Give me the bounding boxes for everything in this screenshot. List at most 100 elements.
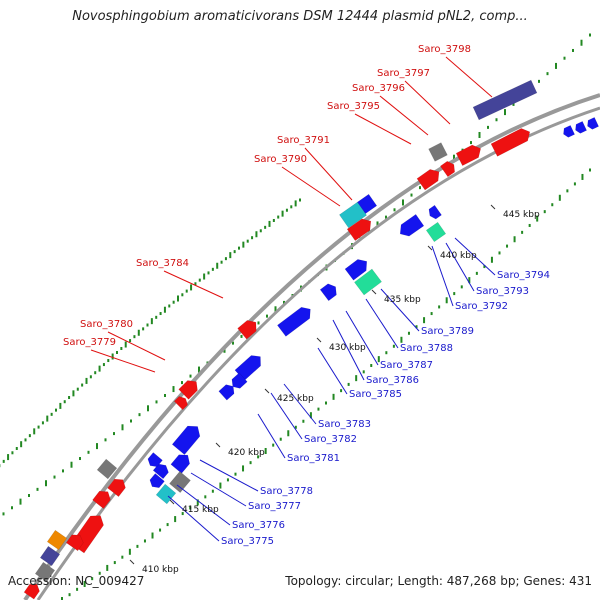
gc-dot: [70, 461, 73, 468]
gc-dot: [121, 555, 124, 559]
gene-block: [171, 425, 201, 455]
gc-dot: [332, 393, 335, 400]
leader-line: [270, 392, 303, 440]
gc-dot: [37, 425, 40, 429]
gc-dot: [268, 220, 271, 227]
gc-dot: [400, 336, 403, 343]
gc-dot: [589, 33, 591, 37]
gc-dot: [198, 278, 201, 282]
label-leader-lines: [90, 56, 496, 542]
gene-shape: [490, 128, 531, 157]
gc-dot: [240, 334, 243, 338]
gc-dot: [274, 306, 277, 313]
gc-dot: [159, 312, 162, 316]
gc-dot: [168, 304, 171, 308]
gene-label: Saro_3796: [352, 83, 405, 94]
gene-shape: [587, 117, 599, 130]
gene-block: [231, 372, 248, 389]
gc-dot: [272, 218, 275, 222]
gc-dot: [181, 381, 183, 385]
gc-dot: [543, 210, 546, 214]
gc-dot: [128, 548, 131, 555]
gc-dot: [211, 489, 214, 493]
gene-label: Saro_3792: [455, 301, 508, 312]
gc-dot: [76, 587, 79, 591]
gc-dot: [116, 350, 118, 354]
gene-shape: [344, 259, 368, 281]
gene-features: [23, 79, 599, 600]
gc-dot: [189, 374, 192, 378]
map-title: Novosphingobium aromaticivorans DSM 1244…: [72, 9, 528, 24]
gc-dot: [340, 389, 343, 393]
gc-dot: [55, 408, 57, 412]
gc-dot: [41, 421, 44, 425]
gc-dot: [281, 210, 284, 217]
gc-dot: [89, 375, 92, 379]
gc-dot: [546, 72, 549, 76]
gc-dot: [50, 412, 53, 416]
gene-shape: [346, 218, 372, 241]
gc-dot: [20, 441, 23, 448]
gc-dot: [219, 482, 222, 489]
gene-label: Saro_3795: [327, 101, 380, 112]
gene-block: [399, 214, 425, 237]
gc-dot: [7, 454, 10, 461]
gene-block: [218, 384, 235, 401]
gc-dot: [142, 327, 145, 331]
gc-dot: [133, 335, 136, 339]
gc-dot: [238, 246, 240, 250]
gc-dot: [155, 400, 158, 404]
gc-dot: [498, 251, 501, 255]
gene-shape: [178, 380, 198, 400]
gene-block: [92, 490, 111, 509]
leader-line: [431, 245, 454, 307]
gene-block: [319, 283, 337, 302]
tick-label: 435 kbp: [384, 295, 421, 305]
gene-shape: [147, 452, 163, 467]
backbone-outer-line: [23, 93, 600, 600]
leader-line: [90, 349, 156, 373]
tick-mark: [427, 245, 433, 251]
gc-dot: [528, 223, 531, 227]
gene-block: [147, 452, 163, 467]
gc-dot: [94, 371, 97, 375]
gc-dot: [393, 208, 396, 212]
gc-dot: [233, 250, 236, 254]
gc-dot: [347, 382, 350, 386]
gene-shape: [440, 161, 455, 178]
gc-dot: [419, 186, 421, 190]
gc-dot: [120, 347, 123, 351]
gc-dot: [204, 495, 207, 499]
gc-dot: [229, 252, 232, 259]
gc-dot: [445, 297, 448, 304]
gc-dot: [198, 366, 200, 373]
tick-mark: [129, 559, 135, 565]
gc-dot: [468, 277, 471, 284]
gc-dot: [146, 323, 149, 327]
gc-dot: [224, 257, 227, 261]
gc-dot: [302, 419, 305, 423]
gc-dot: [402, 199, 404, 206]
tick-label: 425 kbp: [277, 394, 314, 404]
gc-dot: [81, 383, 84, 387]
gc-dot: [392, 344, 395, 348]
gc-dot: [385, 215, 387, 219]
gc-dot: [111, 353, 114, 360]
gc-dot: [246, 239, 249, 243]
gene-label: Saro_3785: [349, 389, 402, 400]
gc-dot: [385, 351, 388, 355]
leader-line: [454, 237, 496, 276]
leader-line: [365, 298, 399, 349]
gc-dot: [287, 430, 290, 437]
gc-dot: [355, 375, 358, 382]
tick-label: 415 kbp: [182, 505, 219, 515]
gc-dot: [294, 200, 297, 207]
gc-dot: [478, 131, 481, 138]
gc-dot: [460, 285, 463, 289]
gc-dot: [283, 300, 285, 304]
gc-dot: [28, 493, 30, 497]
gene-block: [46, 529, 68, 551]
leader-line: [379, 95, 429, 136]
gc-dot: [415, 325, 418, 329]
leader-line: [176, 484, 231, 526]
